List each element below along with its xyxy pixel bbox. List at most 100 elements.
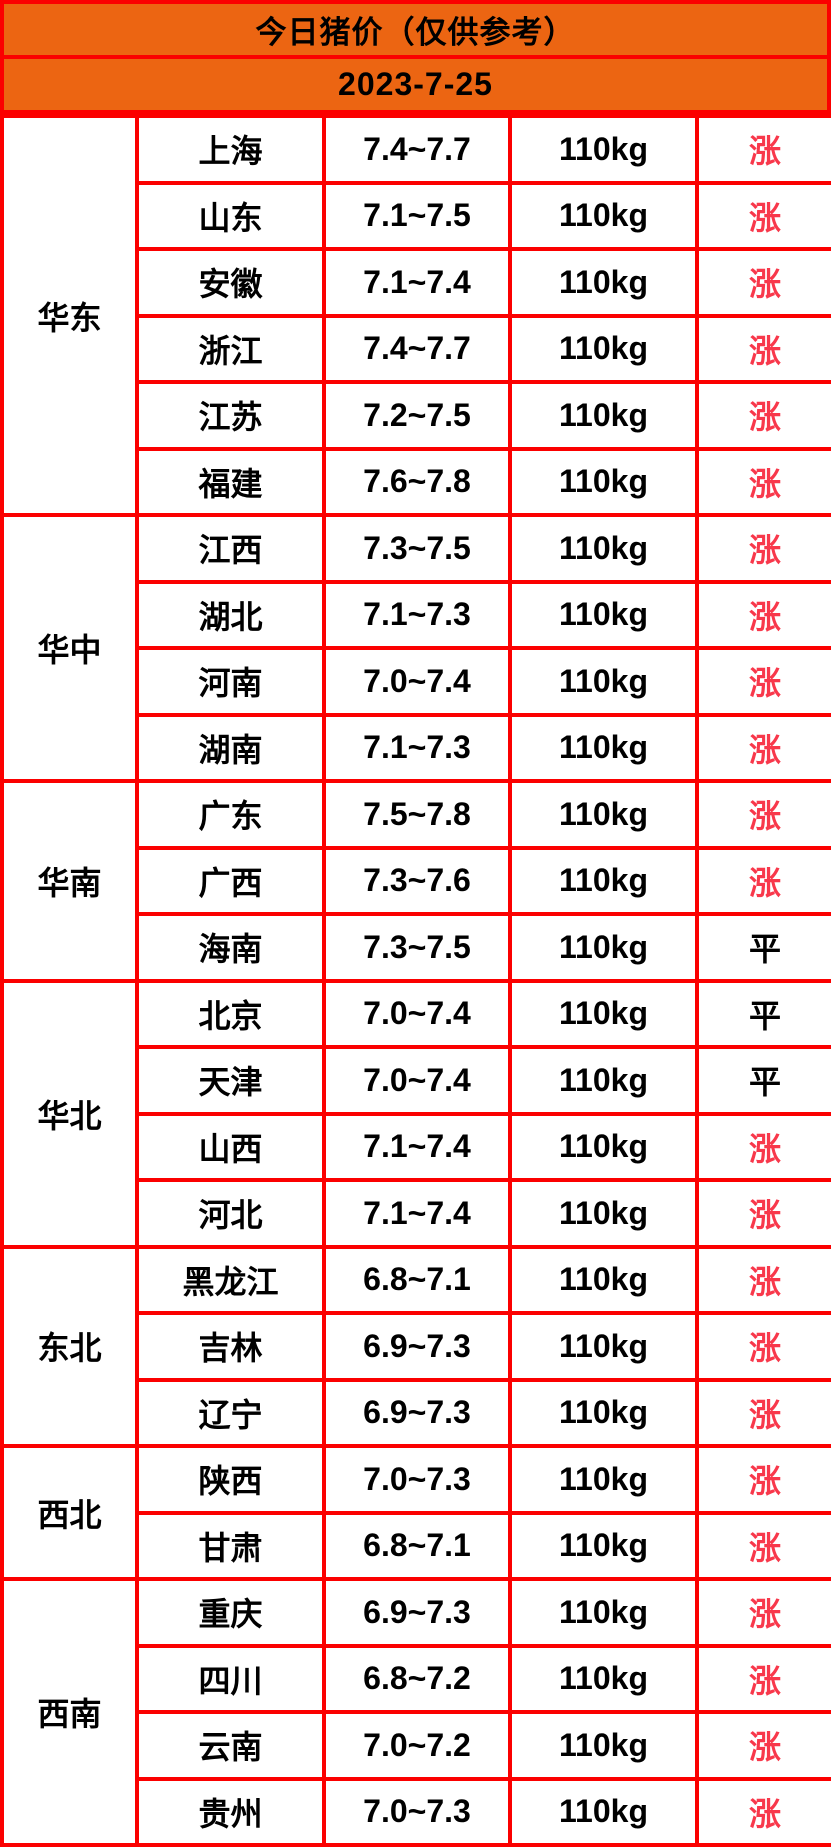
price-cell: 6.9~7.3 <box>322 1577 512 1648</box>
status-cell: 涨 <box>695 513 831 584</box>
province-cell: 贵州 <box>135 1776 326 1847</box>
table-row: 天津 7.0~7.4 110kg 平 <box>2 1045 831 1116</box>
price-cell: 7.1~7.4 <box>322 1111 512 1182</box>
weight-cell: 110kg <box>508 712 699 783</box>
province-cell: 安徽 <box>135 247 326 318</box>
province-cell: 辽宁 <box>135 1377 326 1448</box>
price-cell: 7.1~7.4 <box>322 247 512 318</box>
price-cell: 7.1~7.3 <box>322 712 512 783</box>
status-cell: 平 <box>695 978 831 1049</box>
province-cell: 重庆 <box>135 1577 326 1648</box>
table-row: 四川 6.8~7.2 110kg 涨 <box>2 1643 831 1714</box>
status-cell: 涨 <box>695 180 831 251</box>
weight-cell: 110kg <box>508 313 699 384</box>
region-cell: 西北 <box>0 1444 139 1581</box>
price-cell: 7.5~7.8 <box>322 779 512 850</box>
price-table-body: 华东 上海 7.4~7.7 110kg 涨山东 7.1~7.5 110kg 涨安徽 7.1~7.… <box>0 114 831 1847</box>
region-cell: 西南 <box>0 1577 139 1847</box>
price-table: 华东 上海 7.4~7.7 110kg 涨山东 7.1~7.5 110kg 涨安徽 7.1~7.… <box>0 114 831 1847</box>
table-row: 西南 重庆 6.9~7.3 110kg 涨 <box>0 1577 831 1847</box>
price-cell: 6.9~7.3 <box>322 1377 512 1448</box>
status-cell: 涨 <box>695 1244 831 1315</box>
province-cell: 山东 <box>135 180 326 251</box>
status-cell: 涨 <box>695 247 831 318</box>
province-cell: 浙江 <box>135 313 326 384</box>
table-row: 湖南 7.1~7.3 110kg 涨 <box>2 712 831 783</box>
province-cell: 湖北 <box>135 579 326 650</box>
weight-cell: 110kg <box>508 247 699 318</box>
region-cell: 华南 <box>0 779 139 983</box>
price-cell: 7.0~7.3 <box>322 1444 512 1515</box>
weight-cell: 110kg <box>508 1311 699 1382</box>
weight-cell: 110kg <box>508 1710 699 1781</box>
status-cell: 涨 <box>695 1377 831 1448</box>
price-cell: 7.3~7.5 <box>322 912 512 983</box>
table-row: 海南 7.3~7.5 110kg 平 <box>2 912 831 983</box>
table-row: 华中 江西 7.3~7.5 110kg 涨 <box>0 513 831 783</box>
price-cell: 6.8~7.1 <box>322 1510 512 1581</box>
weight-cell: 110kg <box>508 845 699 916</box>
price-cell: 7.1~7.3 <box>322 579 512 650</box>
province-cell: 广西 <box>135 845 326 916</box>
table-row: 华东 上海 7.4~7.7 110kg 涨 <box>0 114 831 517</box>
weight-cell: 110kg <box>508 1776 699 1847</box>
price-cell: 7.0~7.3 <box>322 1776 512 1847</box>
table-row: 吉林 6.9~7.3 110kg 涨 <box>2 1311 831 1382</box>
table-row: 贵州 7.0~7.3 110kg 涨 <box>2 1776 831 1847</box>
status-cell: 平 <box>695 912 831 983</box>
province-cell: 四川 <box>135 1643 326 1714</box>
status-cell: 涨 <box>695 712 831 783</box>
table-row: 广西 7.3~7.6 110kg 涨 <box>2 845 831 916</box>
price-cell: 7.3~7.5 <box>322 513 512 584</box>
status-cell: 涨 <box>695 1776 831 1847</box>
status-cell: 涨 <box>695 1510 831 1581</box>
weight-cell: 110kg <box>508 1643 699 1714</box>
date-bar: 2023-7-25 <box>0 59 831 114</box>
status-cell: 涨 <box>695 646 831 717</box>
weight-cell: 110kg <box>508 446 699 517</box>
province-cell: 天津 <box>135 1045 326 1116</box>
price-cell: 7.1~7.5 <box>322 180 512 251</box>
weight-cell: 110kg <box>508 912 699 983</box>
weight-cell: 110kg <box>508 1444 699 1515</box>
status-cell: 平 <box>695 1045 831 1116</box>
region-cell: 华东 <box>0 114 139 517</box>
province-cell: 江西 <box>135 513 326 584</box>
price-cell: 7.1~7.4 <box>322 1178 512 1249</box>
weight-cell: 110kg <box>508 978 699 1049</box>
table-row: 河南 7.0~7.4 110kg 涨 <box>2 646 831 717</box>
table-row: 河北 7.1~7.4 110kg 涨 <box>2 1178 831 1249</box>
table-row: 山西 7.1~7.4 110kg 涨 <box>2 1111 831 1182</box>
weight-cell: 110kg <box>508 513 699 584</box>
page-title: 今日猪价（仅供参考） <box>255 15 576 50</box>
table-row: 江苏 7.2~7.5 110kg 涨 <box>2 380 831 451</box>
province-cell: 山西 <box>135 1111 326 1182</box>
weight-cell: 110kg <box>508 779 699 850</box>
table-row: 西北 陕西 7.0~7.3 110kg 涨 <box>0 1444 831 1581</box>
price-cell: 6.9~7.3 <box>322 1311 512 1382</box>
price-cell: 7.4~7.7 <box>322 313 512 384</box>
province-cell: 上海 <box>135 114 326 185</box>
price-cell: 6.8~7.1 <box>322 1244 512 1315</box>
table-row: 东北 黑龙江 6.8~7.1 110kg 涨 <box>0 1244 831 1448</box>
table-row: 福建 7.6~7.8 110kg 涨 <box>2 446 831 517</box>
price-cell: 7.2~7.5 <box>322 380 512 451</box>
province-cell: 海南 <box>135 912 326 983</box>
province-cell: 广东 <box>135 779 326 850</box>
price-cell: 7.3~7.6 <box>322 845 512 916</box>
province-cell: 北京 <box>135 978 326 1049</box>
weight-cell: 110kg <box>508 1045 699 1116</box>
table-row: 安徽 7.1~7.4 110kg 涨 <box>2 247 831 318</box>
price-cell: 7.0~7.4 <box>322 978 512 1049</box>
weight-cell: 110kg <box>508 1178 699 1249</box>
region-cell: 东北 <box>0 1244 139 1448</box>
weight-cell: 110kg <box>508 1510 699 1581</box>
status-cell: 涨 <box>695 779 831 850</box>
province-cell: 江苏 <box>135 380 326 451</box>
weight-cell: 110kg <box>508 1577 699 1648</box>
status-cell: 涨 <box>695 380 831 451</box>
weight-cell: 110kg <box>508 1111 699 1182</box>
province-cell: 福建 <box>135 446 326 517</box>
province-cell: 河南 <box>135 646 326 717</box>
province-cell: 黑龙江 <box>135 1244 326 1315</box>
